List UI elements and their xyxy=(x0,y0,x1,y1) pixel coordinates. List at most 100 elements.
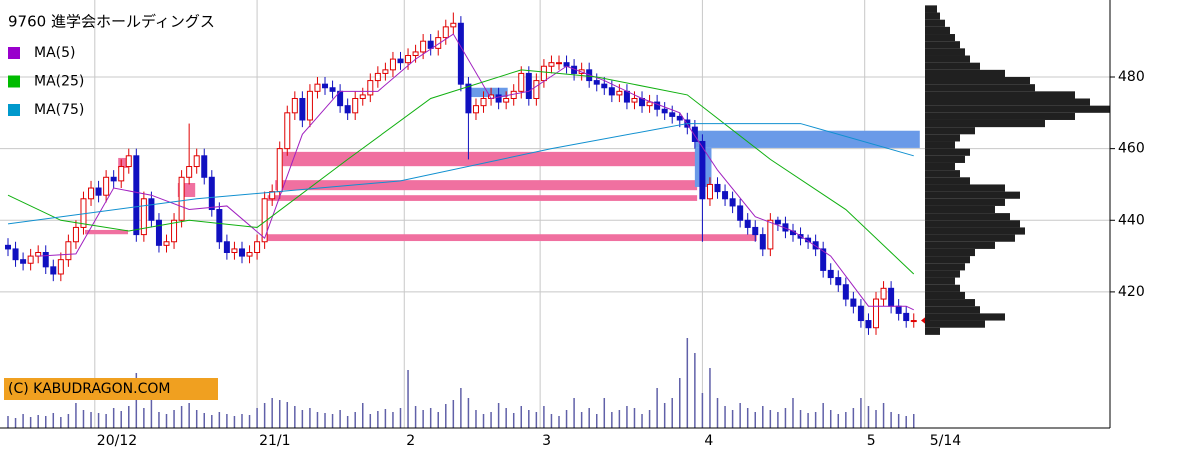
volume-profile-bar xyxy=(925,112,1075,120)
candle-body xyxy=(556,62,563,65)
candle-body xyxy=(155,219,162,246)
volume-profile-bar xyxy=(925,170,960,178)
volume-profile-bar xyxy=(925,177,970,185)
candle-body xyxy=(903,312,910,322)
candle-body xyxy=(646,101,653,107)
candle-body xyxy=(352,97,359,114)
x-tick-label: 20/12 xyxy=(97,433,137,449)
volume-profile-bar xyxy=(925,62,980,70)
candle-body xyxy=(12,248,19,261)
volume-profile-bar xyxy=(925,12,940,20)
volume-profile-bar xyxy=(925,313,1005,321)
candle-body xyxy=(442,26,449,39)
candle-body xyxy=(27,255,34,264)
volume-profile-bar xyxy=(925,148,970,156)
candle-body xyxy=(405,55,412,64)
candle-body xyxy=(767,219,774,250)
candle-body xyxy=(623,90,630,103)
candle-body xyxy=(691,126,698,142)
candle-body xyxy=(427,40,434,49)
candle-body xyxy=(601,83,608,89)
candle-body xyxy=(367,80,374,96)
volume-profile-bar xyxy=(925,127,975,135)
candle-body xyxy=(201,155,208,178)
candle-body xyxy=(88,187,95,200)
volume-profile-bar xyxy=(925,270,960,278)
candle-body xyxy=(359,94,366,99)
price-zone xyxy=(261,234,757,242)
volume-profile-bar xyxy=(925,327,940,335)
candle-body xyxy=(374,72,381,82)
price-zone xyxy=(267,195,698,201)
price-zone xyxy=(84,229,129,235)
candle-body xyxy=(722,191,729,200)
candle-body xyxy=(329,87,336,92)
volume-profile-bar xyxy=(925,284,960,292)
candle-body xyxy=(744,219,751,228)
volume-profile-bar xyxy=(925,306,980,314)
candle-body xyxy=(729,198,736,207)
candle-body xyxy=(548,62,555,67)
y-tick-label: 460 xyxy=(1118,141,1145,157)
candle-body xyxy=(873,298,880,329)
candle-body xyxy=(50,266,57,275)
candle-body xyxy=(193,155,200,168)
candle-body xyxy=(254,241,261,254)
candle-body xyxy=(231,248,238,254)
candle-body xyxy=(706,183,713,200)
candle-body xyxy=(306,90,313,121)
candle-body xyxy=(608,87,615,96)
volume-profile-bar xyxy=(925,84,1035,92)
candle-body xyxy=(72,226,79,243)
candle-body xyxy=(299,97,306,121)
candle-body xyxy=(631,97,638,103)
candle-body xyxy=(269,191,276,200)
volume-profile-bar xyxy=(925,162,955,171)
candle-body xyxy=(737,205,744,221)
volume-profile-bar xyxy=(925,198,1005,206)
candle-body xyxy=(314,83,321,92)
price-zone xyxy=(118,157,129,168)
candle-body xyxy=(284,112,291,150)
candle-body xyxy=(238,248,245,257)
candle-body xyxy=(389,58,396,71)
price-zone xyxy=(469,87,508,98)
candle-body xyxy=(812,241,819,250)
volume-profile-bar xyxy=(925,263,965,271)
candle-body xyxy=(540,65,547,82)
candle-body xyxy=(850,298,857,307)
candle-body xyxy=(450,22,457,28)
volume-profile-bar xyxy=(925,5,937,13)
candle-body xyxy=(186,166,193,178)
ma-line xyxy=(38,33,914,311)
candle-body xyxy=(880,287,887,300)
x-tick-label: 2 xyxy=(406,433,415,449)
legend: MA(5) MA(25) MA(75) xyxy=(8,45,84,118)
x-tick-label: 5 xyxy=(867,433,876,449)
volume-profile-bar xyxy=(925,184,1005,192)
volume-profile-bar xyxy=(925,77,1030,85)
candle-body xyxy=(563,62,570,67)
watermark: (C) KABUDRAGON.COM xyxy=(8,381,170,397)
candle-body xyxy=(616,90,623,96)
volume-profile-bar xyxy=(925,205,995,214)
candle-body xyxy=(465,83,472,114)
volume-profile-bar xyxy=(925,98,1090,106)
candle-body xyxy=(322,83,329,89)
candle-body xyxy=(178,176,185,221)
volume-profile-bar xyxy=(925,69,1005,78)
candle-body xyxy=(216,209,223,243)
volume-profile-bar xyxy=(925,34,955,42)
volume-profile-bar xyxy=(925,134,960,142)
candle-body xyxy=(699,140,706,200)
volume-profile-bar xyxy=(925,291,965,300)
candle-body xyxy=(518,72,525,92)
volume-profile-bar xyxy=(925,299,975,307)
volume-profile-bar xyxy=(925,234,1015,242)
x-tick-label: 4 xyxy=(704,433,713,449)
y-tick-label: 480 xyxy=(1118,69,1145,85)
candle-body xyxy=(820,248,827,271)
candle-body xyxy=(171,219,178,243)
candle-body xyxy=(95,187,102,196)
candle-body xyxy=(110,176,117,182)
